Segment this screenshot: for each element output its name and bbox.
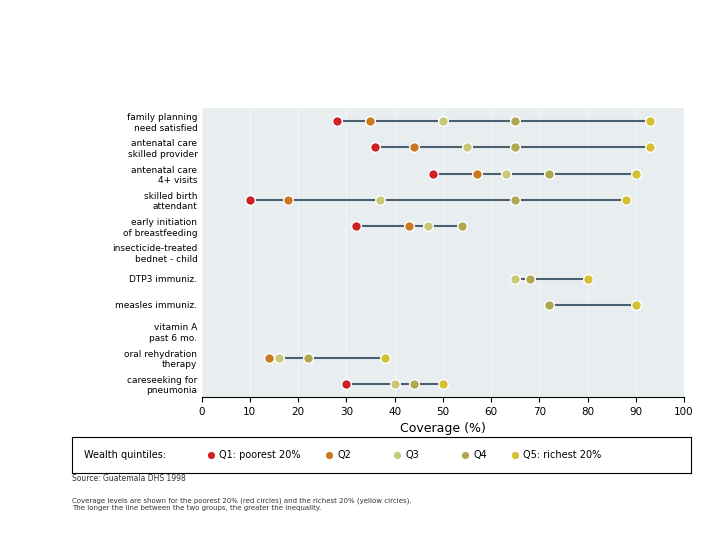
Text: Q2: Q2 <box>337 450 351 460</box>
X-axis label: Coverage (%): Coverage (%) <box>400 422 486 435</box>
Text: Q4: Q4 <box>473 450 487 460</box>
Text: Coverage levels in the 5 wealth
quintiles: Coverage levels in the 5 wealth quintile… <box>162 25 558 72</box>
Text: Coverage levels are shown for the poorest 20% (red circles) and the richest 20% : Coverage levels are shown for the poores… <box>72 498 412 511</box>
Text: Q5: richest 20%: Q5: richest 20% <box>523 450 601 460</box>
Text: Source: Guatemala DHS 1998: Source: Guatemala DHS 1998 <box>72 474 186 483</box>
Text: Wealth quintiles:: Wealth quintiles: <box>84 450 166 460</box>
Text: Q1: poorest 20%: Q1: poorest 20% <box>220 450 301 460</box>
Text: Q3: Q3 <box>405 450 419 460</box>
